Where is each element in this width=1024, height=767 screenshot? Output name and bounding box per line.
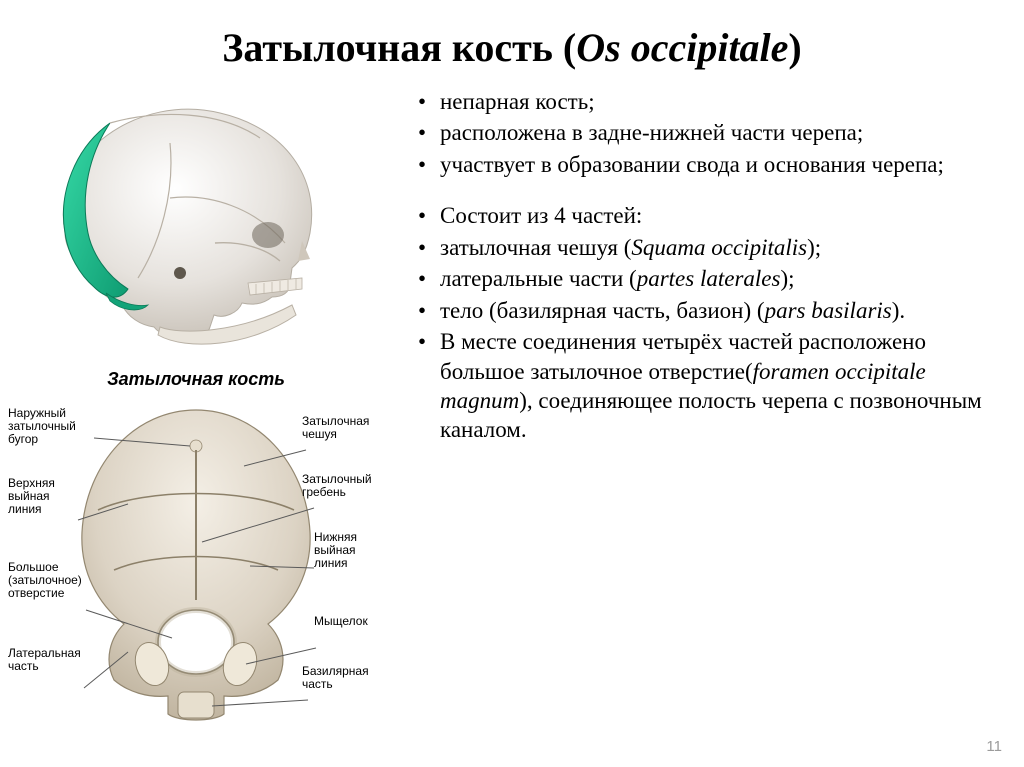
skull-lateral-svg <box>10 83 350 363</box>
latin-term: Squama occipitalis <box>631 235 807 260</box>
left-column: Затылочная кость <box>6 83 386 732</box>
diagram-label: Затылочныйгребень <box>302 473 384 499</box>
diagram-label: Наружный затылочныйбугор <box>8 407 100 447</box>
diagram-label: Мыщелок <box>314 615 384 628</box>
bullet-list: непарная кость;расположена в задне-нижне… <box>414 87 1000 445</box>
list-item: латеральные части (partes laterales); <box>414 264 1000 293</box>
right-column: непарная кость;расположена в задне-нижне… <box>386 83 1000 732</box>
page-number: 11 <box>986 738 1002 755</box>
occipital-diagram: Затылочная кость <box>6 369 386 732</box>
skull-lateral-figure <box>10 83 350 363</box>
occipital-diagram-title: Затылочная кость <box>6 369 386 390</box>
diagram-label: Затылочнаячешуя <box>302 415 384 441</box>
title-latin: Os occipitale <box>576 25 788 70</box>
title-main: Затылочная кость <box>222 25 553 70</box>
diagram-label: Базилярнаячасть <box>302 665 384 691</box>
page-title: Затылочная кость (Os occipitale) <box>0 0 1024 79</box>
list-item: тело (базилярная часть, базион) (pars ba… <box>414 296 1000 325</box>
latin-term: partes laterales <box>637 266 781 291</box>
content-row: Затылочная кость <box>0 79 1024 732</box>
latin-term: pars basilaris <box>765 298 892 323</box>
list-item: участвует в образовании свода и основани… <box>414 150 1000 179</box>
list-item: непарная кость; <box>414 87 1000 116</box>
diagram-label: Латеральнаячасть <box>8 647 94 673</box>
list-item: Состоит из 4 частей: <box>414 201 1000 230</box>
diagram-label: Нижняявыйнаялиния <box>314 531 384 571</box>
latin-term: foramen occipitale magnum <box>440 359 926 413</box>
diagram-label: Верхняявыйнаялиния <box>8 477 80 517</box>
list-item: затылочная чешуя (Squama occipitalis); <box>414 233 1000 262</box>
diagram-label: Большое(затылочное)отверстие <box>8 561 94 601</box>
list-item: расположена в задне-нижней части черепа; <box>414 118 1000 147</box>
list-item: В месте соединения четырёх частей распол… <box>414 327 1000 445</box>
